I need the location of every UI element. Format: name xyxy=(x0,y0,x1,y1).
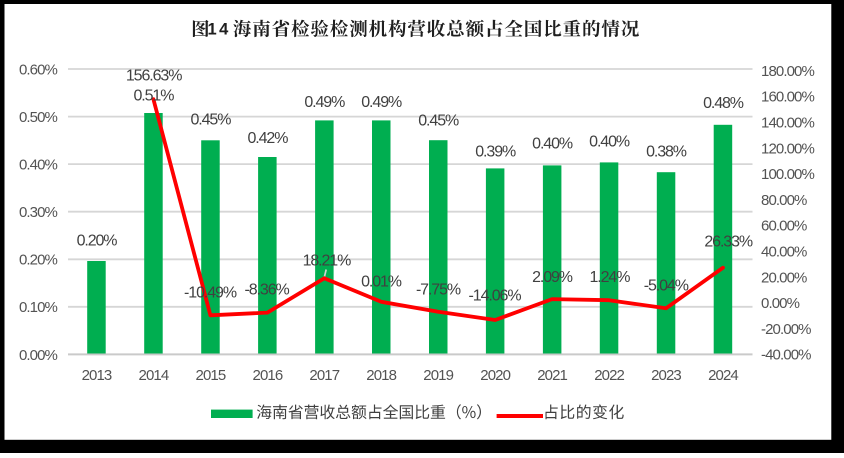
svg-text:14: 14 xyxy=(208,20,231,38)
svg-text:0.51%: 0.51% xyxy=(133,87,174,104)
svg-text:2014: 2014 xyxy=(139,367,169,384)
svg-text:0.40%: 0.40% xyxy=(532,136,573,153)
svg-text:156.63%: 156.63% xyxy=(126,68,182,85)
svg-text:2023: 2023 xyxy=(651,367,681,384)
svg-text:0.00%: 0.00% xyxy=(761,295,800,312)
svg-text:-40.00%: -40.00% xyxy=(761,347,811,364)
svg-text:2013: 2013 xyxy=(82,367,112,384)
svg-text:2021: 2021 xyxy=(537,367,567,384)
svg-text:26.33%: 26.33% xyxy=(704,234,753,251)
svg-text:0.42%: 0.42% xyxy=(247,130,288,147)
svg-text:0.50%: 0.50% xyxy=(19,109,58,126)
svg-text:0.45%: 0.45% xyxy=(418,112,459,129)
svg-text:40.00%: 40.00% xyxy=(761,244,807,261)
svg-text:18.21%: 18.21% xyxy=(303,252,352,269)
svg-text:0.48%: 0.48% xyxy=(703,95,744,112)
svg-text:0.01%: 0.01% xyxy=(361,273,402,290)
svg-text:2019: 2019 xyxy=(423,367,453,384)
svg-text:1.24%: 1.24% xyxy=(589,269,630,286)
svg-text:0.00%: 0.00% xyxy=(19,347,58,364)
svg-text:60.00%: 60.00% xyxy=(761,218,807,235)
svg-text:0.45%: 0.45% xyxy=(190,112,231,129)
svg-text:180.00%: 180.00% xyxy=(761,63,814,80)
svg-text:2018: 2018 xyxy=(366,367,396,384)
svg-text:100.00%: 100.00% xyxy=(761,166,814,183)
svg-text:2015: 2015 xyxy=(196,367,226,384)
svg-text:0.30%: 0.30% xyxy=(19,204,58,221)
svg-text:0.40%: 0.40% xyxy=(589,133,630,150)
svg-text:-5.04%: -5.04% xyxy=(644,277,689,294)
svg-text:0.39%: 0.39% xyxy=(475,143,516,160)
svg-text:-7.75%: -7.75% xyxy=(416,281,461,298)
svg-text:0.20%: 0.20% xyxy=(77,232,118,249)
svg-text:-8.36%: -8.36% xyxy=(245,282,290,299)
svg-text:20.00%: 20.00% xyxy=(761,269,807,286)
svg-text:0.49%: 0.49% xyxy=(361,94,402,111)
svg-text:2024: 2024 xyxy=(708,367,738,384)
svg-text:0.10%: 0.10% xyxy=(19,299,58,316)
svg-text:-20.00%: -20.00% xyxy=(761,321,811,338)
svg-text:2.09%: 2.09% xyxy=(532,269,573,286)
svg-text:0.49%: 0.49% xyxy=(304,94,345,111)
svg-text:2017: 2017 xyxy=(309,367,339,384)
svg-text:0.40%: 0.40% xyxy=(19,157,58,174)
svg-text:0.20%: 0.20% xyxy=(19,252,58,269)
svg-text:120.00%: 120.00% xyxy=(761,140,814,157)
svg-text:80.00%: 80.00% xyxy=(761,192,807,209)
svg-text:0.60%: 0.60% xyxy=(19,61,58,78)
svg-text:-10.49%: -10.49% xyxy=(184,285,237,302)
svg-text:2016: 2016 xyxy=(253,367,283,384)
svg-text:0.38%: 0.38% xyxy=(646,144,687,161)
svg-text:2020: 2020 xyxy=(480,367,510,384)
svg-text:140.00%: 140.00% xyxy=(761,115,814,132)
svg-text:2022: 2022 xyxy=(594,367,624,384)
svg-text:160.00%: 160.00% xyxy=(761,89,814,106)
svg-text:-14.06%: -14.06% xyxy=(469,287,522,304)
